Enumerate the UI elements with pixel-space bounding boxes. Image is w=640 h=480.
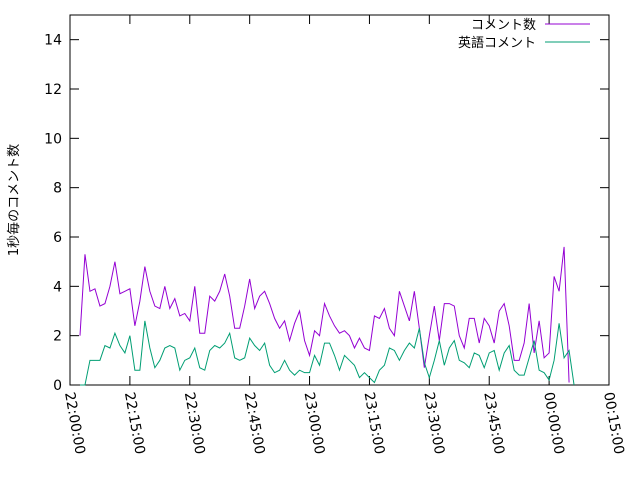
y-tick-label: 0 bbox=[53, 378, 62, 394]
y-tick-label: 14 bbox=[44, 33, 62, 49]
series-line-1 bbox=[79, 246, 570, 383]
y-tick-label: 8 bbox=[53, 181, 62, 197]
y-tick-label: 2 bbox=[53, 329, 62, 345]
plot-frame bbox=[69, 14, 610, 386]
legend-label: 英語コメント bbox=[458, 35, 536, 51]
y-tick-label: 10 bbox=[44, 131, 62, 147]
series-layer bbox=[79, 246, 575, 386]
y-tick-label: 6 bbox=[53, 230, 62, 246]
series-line-2 bbox=[79, 320, 575, 386]
legend-label: コメント数 bbox=[471, 18, 536, 33]
y-tick-label: 12 bbox=[44, 82, 62, 98]
y-axis-label: 1秒毎のコメント数 bbox=[6, 144, 22, 256]
y-tick-label: 4 bbox=[53, 279, 62, 295]
